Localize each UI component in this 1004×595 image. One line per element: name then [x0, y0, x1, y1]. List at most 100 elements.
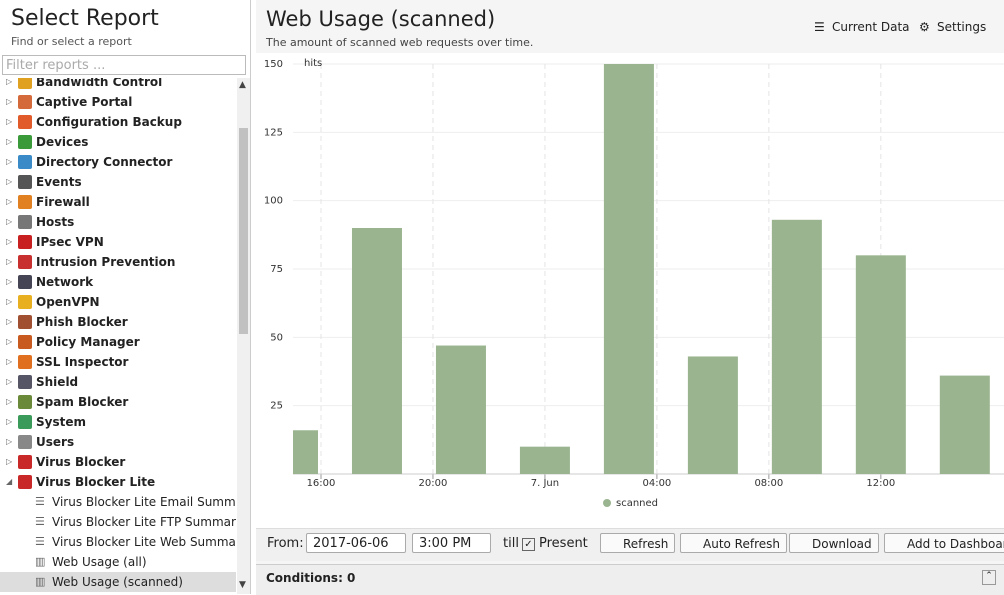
tree-item[interactable]: ▷ Virus Blocker: [0, 452, 236, 472]
tree-child[interactable]: ☰ Virus Blocker Lite Web Summary: [0, 532, 236, 552]
tree-item[interactable]: ▷ Network: [0, 272, 236, 292]
settings-button[interactable]: Settings: [937, 20, 987, 34]
x-tick-label: 7. Jun: [531, 478, 559, 489]
tree-item[interactable]: ▷ Phish Blocker: [0, 312, 236, 332]
expander: ▷: [6, 457, 13, 466]
tree-item[interactable]: ▷ Hosts: [0, 212, 236, 232]
settings-icon[interactable]: ⚙: [919, 20, 930, 34]
expander: ▷: [6, 237, 13, 246]
expand-button[interactable]: ⌃: [982, 570, 996, 585]
tree-item[interactable]: ▷ System: [0, 412, 236, 432]
tree-child[interactable]: ☰ Virus Blocker Lite Email Summary: [0, 492, 236, 512]
tree-child[interactable]: ▥ Web Usage (scanned): [0, 572, 236, 592]
tree-item[interactable]: ▷ IPsec VPN: [0, 232, 236, 252]
scroll-down[interactable]: ▼: [239, 580, 246, 590]
conditions-bar: [256, 564, 1004, 595]
current-data-button[interactable]: Current Data: [832, 20, 910, 34]
tree-label: System: [36, 415, 86, 429]
present-checkbox[interactable]: ✓: [522, 538, 535, 551]
filter-input[interactable]: Filter reports ...: [2, 55, 246, 75]
expander: ▷: [6, 137, 13, 146]
download-button[interactable]: Download: [789, 533, 879, 553]
tree-child[interactable]: ▥ Web Usage (all): [0, 552, 236, 572]
expander: ▷: [6, 197, 13, 206]
refresh-button[interactable]: Refresh: [600, 533, 676, 553]
bar: [939, 375, 990, 474]
expander: ▷: [6, 297, 13, 306]
time-field[interactable]: 3:00 PM: [412, 533, 491, 553]
tree-label: Intrusion Prevention: [36, 255, 176, 269]
x-tick-label: 12:00: [866, 478, 895, 489]
bar: [293, 430, 318, 474]
report-subtitle: The amount of scanned web requests over …: [266, 36, 534, 49]
conditions-label: Conditions: 0: [266, 571, 356, 585]
expander: ▷: [6, 177, 13, 186]
bar: [519, 446, 570, 474]
tree-icon: [18, 215, 32, 229]
x-tick-label: 20:00: [419, 478, 448, 489]
tree-label: Directory Connector: [36, 155, 173, 169]
tree-label: Policy Manager: [36, 335, 140, 349]
panel-title: Select Report: [11, 6, 159, 31]
tree-icon: [18, 255, 32, 269]
tree-item[interactable]: ▷ Configuration Backup: [0, 112, 236, 132]
tree-label: OpenVPN: [36, 295, 100, 309]
tree-icon: [18, 375, 32, 389]
tree-item[interactable]: ▷ Users: [0, 432, 236, 452]
from-label: From:: [267, 536, 304, 551]
tree-label: Devices: [36, 135, 89, 149]
child-label: Web Usage (scanned): [52, 575, 183, 589]
tree-icon: [18, 115, 32, 129]
tree-icon: [18, 135, 32, 149]
tree-item[interactable]: ▷ Shield: [0, 372, 236, 392]
tree-item[interactable]: ▷ SSL Inspector: [0, 352, 236, 372]
expander: ▷: [6, 257, 13, 266]
chart: 25 50 75 100 125 150 16:00 20:00 7. Jun 04:00 08:0…: [264, 58, 1004, 509]
tree-item[interactable]: ▷ Events: [0, 172, 236, 192]
bar: [435, 345, 486, 474]
tree-item[interactable]: ▷ Spam Blocker: [0, 392, 236, 412]
tree-label: Spam Blocker: [36, 395, 129, 409]
scrollbar-thumb[interactable]: [239, 128, 248, 334]
child-icon: ☰: [35, 535, 45, 548]
bar: [351, 228, 402, 474]
tree-item[interactable]: ▷ Bandwidth Control: [0, 78, 236, 92]
tree-item[interactable]: ▷ Firewall: [0, 192, 236, 212]
current-data-icon[interactable]: ☰: [814, 20, 825, 34]
child-label: Virus Blocker Lite FTP Summary: [52, 515, 236, 529]
expander: ▷: [6, 377, 13, 386]
date-field[interactable]: 2017-06-06: [306, 533, 406, 553]
tree-icon: [18, 235, 32, 249]
tree-icon: [18, 355, 32, 369]
tree-label: Virus Blocker Lite: [36, 475, 156, 489]
add-dashboard-button[interactable]: Add to Dashboard: [884, 533, 1004, 553]
tree-item[interactable]: ▷ Directory Connector: [0, 152, 236, 172]
tree-item[interactable]: ▷ OpenVPN: [0, 292, 236, 312]
tree-item[interactable]: ▷ Intrusion Prevention: [0, 252, 236, 272]
y-tick-label: 75: [270, 264, 283, 275]
auto-refresh-button[interactable]: Auto Refresh: [680, 533, 787, 553]
expander: ▷: [6, 277, 13, 286]
tree-icon: [18, 195, 32, 209]
tree-label: Firewall: [36, 195, 90, 209]
tree-icon: [18, 275, 32, 289]
tree-label: Hosts: [36, 215, 75, 229]
tree-icon: [18, 175, 32, 189]
tree-item[interactable]: ▷ Devices: [0, 132, 236, 152]
tree-label: Network: [36, 275, 94, 289]
expander: ▷: [6, 417, 13, 426]
tree-icon: [18, 78, 32, 89]
y-tick-label: 125: [264, 127, 283, 138]
child-icon: ▥: [35, 555, 46, 568]
tree-child[interactable]: ☰ Virus Blocker Lite FTP Summary: [0, 512, 236, 532]
tree-icon: [18, 475, 32, 489]
tree-item[interactable]: ◢ Virus Blocker Lite: [0, 472, 236, 492]
tree-label: Users: [36, 435, 75, 449]
tree-item[interactable]: ▷ Captive Portal: [0, 92, 236, 112]
scroll-up[interactable]: ▲: [239, 80, 246, 90]
x-tick-label: 16:00: [307, 478, 336, 489]
present-label: Present: [539, 536, 588, 551]
tree-item[interactable]: ▷ Policy Manager: [0, 332, 236, 352]
expander: ▷: [6, 117, 13, 126]
